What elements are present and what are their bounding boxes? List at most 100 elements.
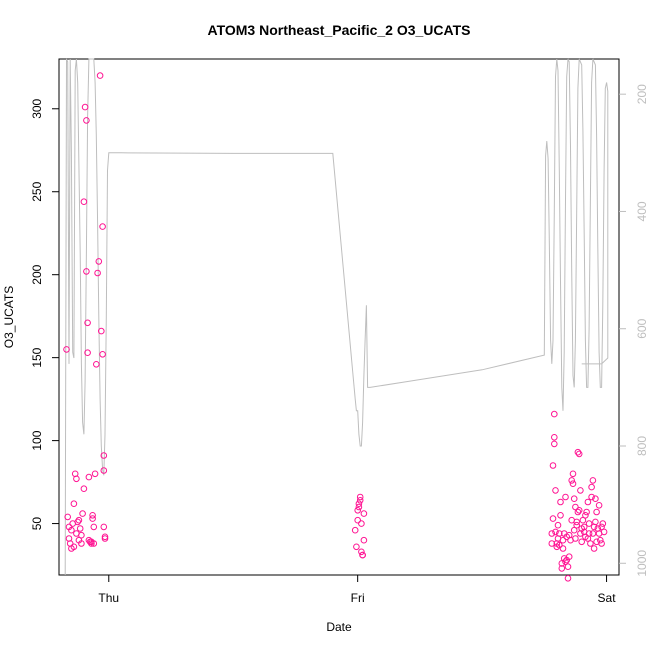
- data-point: [101, 535, 109, 542]
- data-point: [572, 535, 579, 542]
- data-point: [354, 507, 362, 514]
- data-point: [600, 528, 608, 536]
- y2-tick-label: 1000: [635, 550, 649, 577]
- data-point: [75, 516, 83, 524]
- line-series: [64, 58, 609, 576]
- data-point: [95, 258, 103, 265]
- data-point: [88, 540, 95, 547]
- data-point: [94, 269, 101, 277]
- data-point: [595, 502, 603, 509]
- data-point: [569, 470, 577, 478]
- x-tick-label: Thu: [98, 591, 119, 605]
- data-point: [80, 198, 88, 205]
- data-point: [593, 508, 600, 516]
- data-point: [100, 523, 108, 531]
- data-point: [557, 512, 564, 519]
- data-point: [552, 487, 559, 494]
- scatter-series: [63, 72, 608, 582]
- data-point: [359, 551, 366, 559]
- data-point: [90, 540, 98, 547]
- data-point: [562, 558, 569, 566]
- data-point: [353, 543, 360, 551]
- data-point: [99, 223, 106, 230]
- data-point: [592, 495, 599, 503]
- x-tick-label: Sat: [598, 591, 617, 605]
- data-point: [355, 500, 363, 508]
- data-point: [551, 410, 558, 418]
- data-point: [556, 530, 563, 537]
- plot-frame: [58, 58, 620, 576]
- y-axis: 50 100 150 200 250 300: [30, 98, 59, 530]
- data-point: [568, 477, 576, 484]
- y-tick-label: 300: [30, 98, 44, 118]
- x-tick-label: Fri: [351, 591, 365, 605]
- data-point: [355, 503, 363, 511]
- data-point: [360, 536, 368, 544]
- data-point: [570, 526, 578, 534]
- data-point: [557, 498, 564, 506]
- data-point: [73, 475, 80, 483]
- data-point: [589, 530, 597, 537]
- data-point: [358, 548, 365, 556]
- data-point: [85, 473, 93, 481]
- data-point: [551, 434, 558, 441]
- y-tick-label: 200: [30, 264, 44, 284]
- data-point: [598, 540, 605, 547]
- data-point: [96, 72, 104, 79]
- data-point: [549, 462, 557, 469]
- data-point: [74, 518, 81, 526]
- data-point: [81, 103, 89, 111]
- data-point: [588, 493, 595, 501]
- data-point: [91, 470, 99, 478]
- y2-tick-label: 800: [635, 436, 649, 456]
- data-point: [575, 450, 583, 458]
- y2-axis: 200 400 600 800 1000: [619, 84, 649, 577]
- y2-tick-label: 200: [635, 84, 649, 104]
- data-point: [549, 515, 557, 522]
- y-tick-label: 250: [30, 181, 44, 201]
- data-point: [589, 477, 597, 484]
- data-point: [597, 536, 604, 544]
- data-point: [554, 521, 562, 529]
- chart-title: ATOM3 Northeast_Pacific_2 O3_UCATS: [208, 22, 471, 38]
- y-tick-label: 50: [30, 517, 44, 531]
- y-axis-label: O3_UCATS: [2, 286, 16, 348]
- data-point: [552, 528, 559, 536]
- y2-tick-label: 600: [635, 318, 649, 338]
- data-point: [585, 520, 593, 527]
- data-point: [564, 563, 572, 571]
- data-point: [80, 485, 88, 493]
- series-line-3: [64, 58, 609, 576]
- data-point: [574, 448, 582, 456]
- data-point: [100, 452, 108, 459]
- data-point: [590, 545, 598, 552]
- data-point: [575, 507, 583, 514]
- data-point: [587, 540, 594, 547]
- data-point: [580, 523, 588, 531]
- data-point: [99, 351, 106, 358]
- y-tick-label: 150: [30, 347, 44, 367]
- data-point: [548, 540, 556, 547]
- data-point: [562, 493, 569, 501]
- data-point: [573, 521, 581, 529]
- x-axis-label: Date: [326, 620, 352, 634]
- data-point: [63, 346, 70, 353]
- data-point: [556, 541, 563, 549]
- data-point: [70, 500, 78, 508]
- data-point: [598, 523, 605, 531]
- data-point: [582, 512, 589, 519]
- data-point: [354, 516, 362, 524]
- data-point: [573, 518, 581, 526]
- data-point: [84, 319, 91, 327]
- data-point: [583, 508, 590, 516]
- data-point: [64, 513, 71, 521]
- data-point: [599, 520, 607, 527]
- x-axis: Thu Fri Sat: [98, 575, 616, 605]
- data-point: [565, 553, 573, 561]
- data-point: [356, 497, 364, 504]
- data-point: [569, 480, 577, 488]
- data-point: [78, 540, 85, 547]
- data-point: [574, 508, 582, 516]
- data-point: [548, 530, 556, 537]
- data-point: [358, 520, 365, 527]
